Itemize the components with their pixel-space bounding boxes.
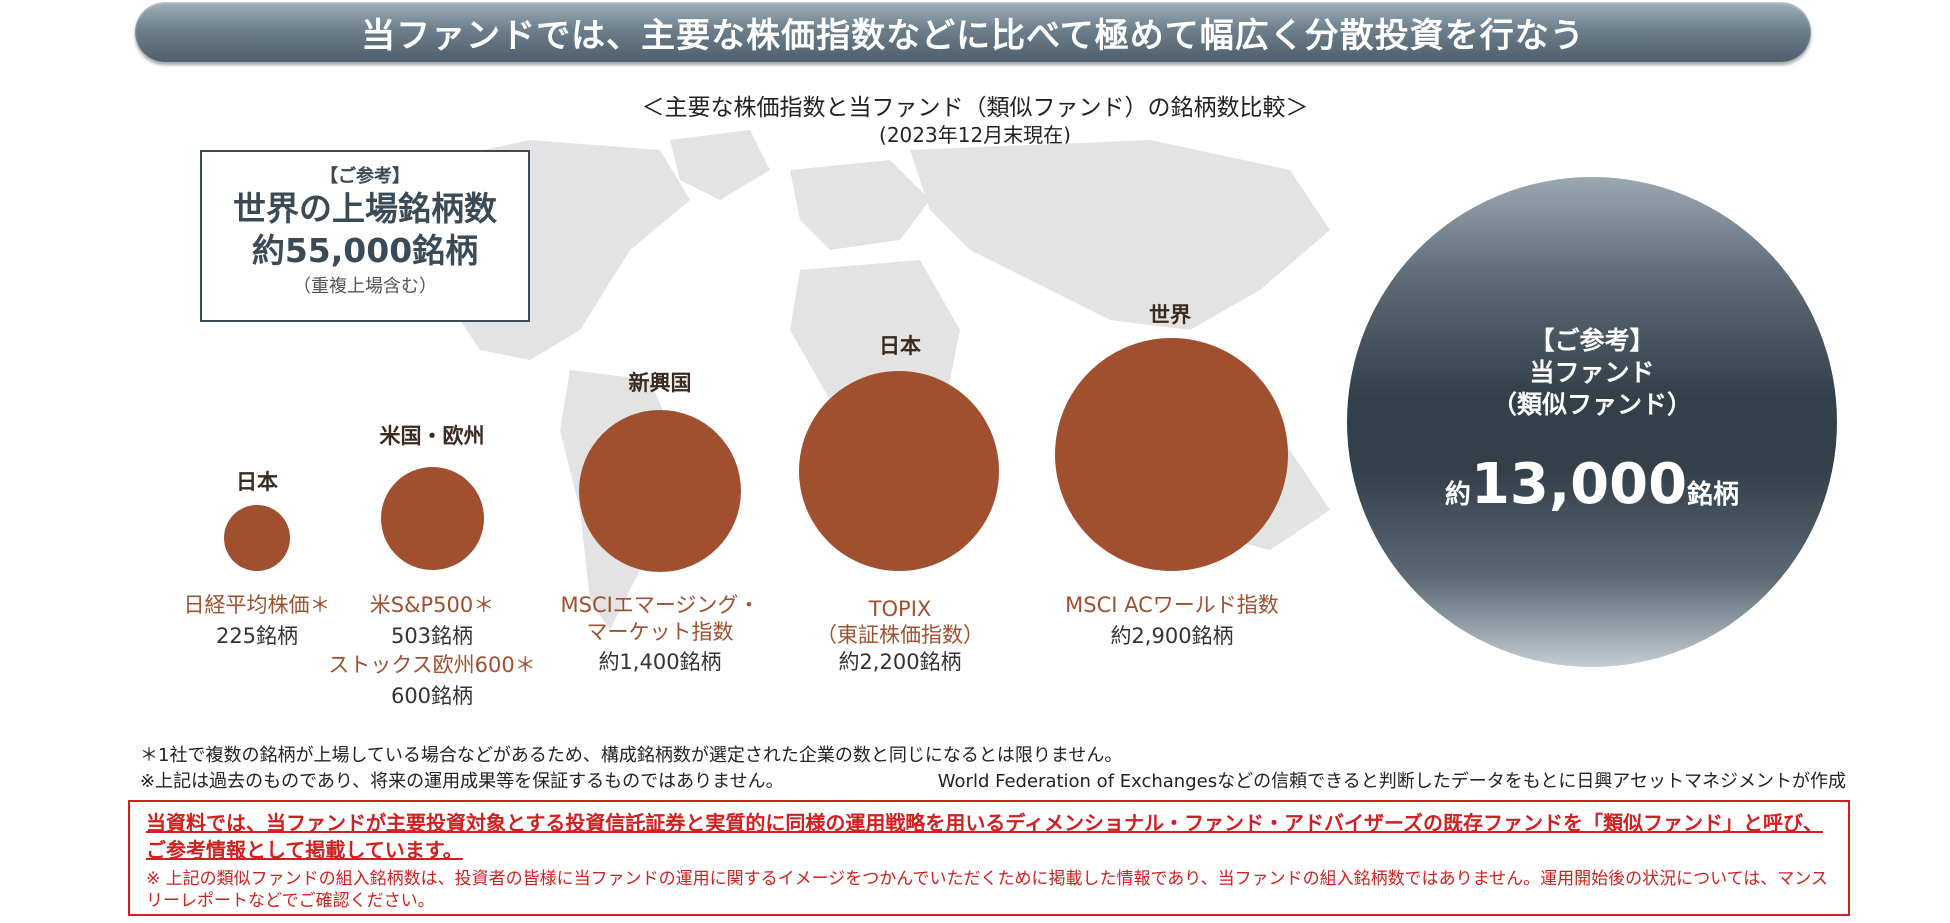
fund-count-number: 13,000 xyxy=(1470,452,1688,517)
region-label-world: 世界 xyxy=(1149,303,1191,327)
index-name-msci-acwi: MSCI ACワールド指数 xyxy=(1065,593,1279,617)
banner-title: 当ファンドでは、主要な株価指数などに比べて極めて幅広く分散投資を行なう xyxy=(361,15,1585,56)
reference-count: 約55,000銘柄 xyxy=(251,231,479,270)
region-label-japan: 日本 xyxy=(236,470,278,494)
count-msci-acwi: 約2,900銘柄 xyxy=(1110,624,1234,648)
fund-count-suffix: 銘柄 xyxy=(1687,480,1740,510)
circle-emerging xyxy=(579,410,741,572)
circle-nikkei xyxy=(224,505,290,571)
index-name-nikkei: 日経平均株価＊ xyxy=(183,593,331,617)
title-banner: 当ファンドでは、主要な株価指数などに比べて極めて幅広く分散投資を行なう xyxy=(135,2,1811,62)
circle-us-europe xyxy=(381,467,484,570)
world-listings-box: 【ご参考】 世界の上場銘柄数 約55,000銘柄 （重複上場含む） xyxy=(200,150,530,322)
fund-count: 約13,000銘柄 xyxy=(1347,452,1837,517)
europe-shape xyxy=(790,160,930,250)
circle-world xyxy=(1055,338,1288,571)
region-label-japan-topix: 日本 xyxy=(879,334,921,358)
count-sp500: 503銘柄 xyxy=(390,624,474,648)
chart-heading: ＜主要な株価指数と当ファンド（類似ファンド）の銘柄数比較＞ xyxy=(641,95,1309,121)
greenland-shape xyxy=(670,130,770,200)
source-note: World Federation of Exchangesなどの信頼できると判断… xyxy=(937,771,1846,792)
disclaimer-sub: ※ 上記の類似ファンドの組入銘柄数は、投資者の皆様に当ファンドの運用に関するイメ… xyxy=(146,869,1828,911)
footnote-past-performance: ※上記は過去のものであり、将来の運用成果等を保証するものではありません。 xyxy=(140,771,784,792)
index-name-topix: TOPIX xyxy=(868,597,932,621)
reference-title: 世界の上場銘柄数 xyxy=(233,189,497,228)
circle-topix xyxy=(799,371,999,571)
index-name-stoxx600: ストックス欧州600＊ xyxy=(328,653,536,677)
asia-shape xyxy=(910,140,1330,330)
count-topix: 約2,200銘柄 xyxy=(838,650,962,674)
chart-date: (2023年12月末現在) xyxy=(879,123,1071,147)
reference-note: （重複上場含む） xyxy=(293,276,437,297)
fund-label: 【ご参考】 当ファンド （類似ファンド） xyxy=(1347,325,1837,421)
footnote-asterisk: ＊1社で複数の銘柄が上場している場合などがあるため、構成銘柄数が選定された企業の… xyxy=(140,745,1123,766)
disclaimer-box: 当資料では、当ファンドが主要投資対象とする投資信託証券と実質的に同様の運用戦略を… xyxy=(128,800,1850,916)
fund-count-prefix: 約 xyxy=(1444,480,1471,510)
region-label-us-europe: 米国・欧州 xyxy=(379,424,485,448)
index-name-topix-line2: （東証株価指数） xyxy=(816,623,984,647)
region-label-emerging: 新興国 xyxy=(628,371,692,395)
reference-tag: 【ご参考】 xyxy=(320,166,410,187)
fund-sub: （類似ファンド） xyxy=(1491,390,1692,419)
count-stoxx600: 600銘柄 xyxy=(390,684,474,708)
disclaimer-main: 当資料では、当ファンドが主要投資対象とする投資信託証券と実質的に同様の運用戦略を… xyxy=(146,811,1823,862)
index-name-sp500: 米S&P500＊ xyxy=(369,593,495,617)
count-msci-em: 約1,400銘柄 xyxy=(598,650,722,674)
fund-name: 当ファンド xyxy=(1529,358,1655,387)
fund-circle: 【ご参考】 当ファンド （類似ファンド） 約13,000銘柄 xyxy=(1347,177,1837,667)
index-name-msci-em-line2: マーケット指数 xyxy=(586,620,734,644)
fund-tag: 【ご参考】 xyxy=(1529,326,1655,355)
count-nikkei: 225銘柄 xyxy=(215,624,299,648)
index-name-msci-em: MSCIエマージング・ xyxy=(560,593,760,617)
